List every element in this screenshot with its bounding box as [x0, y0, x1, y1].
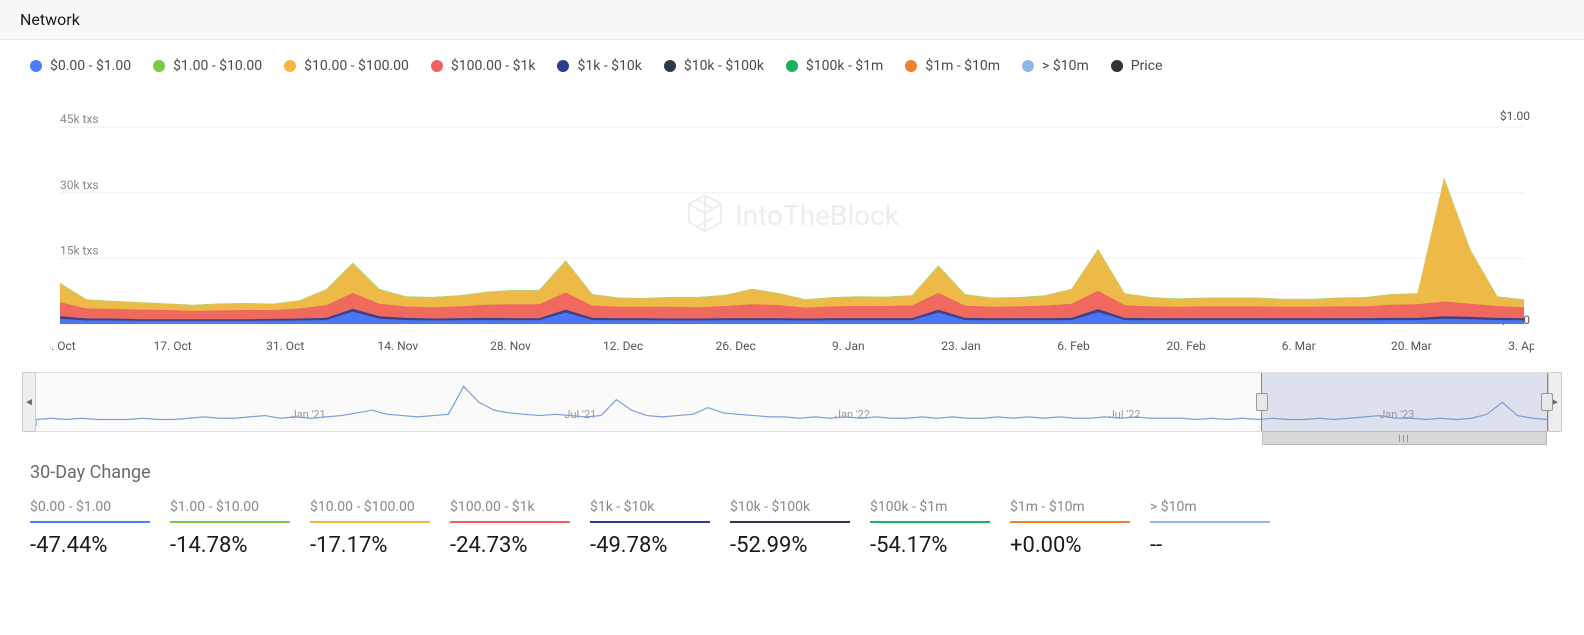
- navigator-handle-left[interactable]: [1256, 393, 1268, 411]
- legend-item-2[interactable]: $10.00 - $100.00: [284, 58, 409, 74]
- legend-dot: [284, 60, 296, 72]
- nav-arrow-left[interactable]: ◄: [22, 372, 36, 432]
- svg-text:3. Apr: 3. Apr: [1508, 339, 1534, 353]
- page-title: Network: [20, 10, 1564, 29]
- change-item-label: $0.00 - $1.00: [30, 499, 150, 523]
- svg-text:$1.00: $1.00: [1500, 109, 1530, 123]
- change-item-2: $10.00 - $100.00 -17.17%: [310, 499, 430, 558]
- chart-legend: $0.00 - $1.00 $1.00 - $10.00 $10.00 - $100…: [0, 40, 1584, 84]
- legend-dot: [664, 60, 676, 72]
- svg-text:9. Jan: 9. Jan: [832, 339, 865, 353]
- change-item-3: $100.00 - $1k -24.73%: [450, 499, 570, 558]
- change-item-5: $10k - $100k -52.99%: [730, 499, 850, 558]
- legend-label: $1k - $10k: [577, 58, 641, 74]
- change-item-4: $1k - $10k -49.78%: [590, 499, 710, 558]
- legend-label: $10k - $100k: [684, 58, 764, 74]
- svg-text:30k txs: 30k txs: [60, 178, 99, 192]
- svg-text:15k txs: 15k txs: [60, 243, 99, 257]
- legend-dot: [905, 60, 917, 72]
- change-item-label: $1.00 - $10.00: [170, 499, 290, 523]
- change-item-7: $1m - $10m +0.00%: [1010, 499, 1130, 558]
- legend-dot: [1111, 60, 1123, 72]
- change-title: 30-Day Change: [30, 462, 1554, 483]
- svg-text:20. Feb: 20. Feb: [1167, 339, 1207, 353]
- stacked-area-chart[interactable]: 0 txs15k txs30k txs45k txs$1.00$0.003. O…: [50, 104, 1534, 364]
- svg-text:17. Oct: 17. Oct: [154, 339, 192, 353]
- change-item-label: $100k - $1m: [870, 499, 990, 523]
- svg-text:3. Oct: 3. Oct: [50, 339, 76, 353]
- change-item-value: --: [1150, 533, 1270, 558]
- change-item-value: -17.17%: [310, 533, 430, 558]
- change-item-value: +0.00%: [1010, 533, 1130, 558]
- navigator-panel[interactable]: ◄ ► Jan '21Jul '21Jan '22Jul '22Jan '23 …: [35, 372, 1549, 432]
- legend-label: $0.00 - $1.00: [50, 58, 131, 74]
- svg-text:14. Nov: 14. Nov: [377, 339, 418, 353]
- svg-text:23. Jan: 23. Jan: [941, 339, 980, 353]
- svg-text:12. Dec: 12. Dec: [603, 339, 643, 353]
- legend-dot: [30, 60, 42, 72]
- navigator-selection[interactable]: |||: [1261, 373, 1548, 431]
- navigator-scroll-handle[interactable]: |||: [1262, 431, 1547, 445]
- legend-label: $1.00 - $10.00: [173, 58, 262, 74]
- svg-text:6. Mar: 6. Mar: [1282, 339, 1316, 353]
- main-chart: IntoTheBlock 0 txs15k txs30k txs45k txs$…: [0, 84, 1584, 364]
- change-item-0: $0.00 - $1.00 -47.44%: [30, 499, 150, 558]
- change-item-6: $100k - $1m -54.17%: [870, 499, 990, 558]
- change-item-label: $10k - $100k: [730, 499, 850, 523]
- svg-text:6. Feb: 6. Feb: [1057, 339, 1090, 353]
- legend-dot: [153, 60, 165, 72]
- change-item-value: -54.17%: [870, 533, 990, 558]
- change-item-label: $1k - $10k: [590, 499, 710, 523]
- header-bar: Network: [0, 0, 1584, 40]
- change-item-value: -47.44%: [30, 533, 150, 558]
- svg-text:45k txs: 45k txs: [60, 112, 99, 126]
- legend-label: Price: [1131, 58, 1163, 74]
- change-item-label: $100.00 - $1k: [450, 499, 570, 523]
- legend-label: $100k - $1m: [806, 58, 883, 74]
- change-section: 30-Day Change $0.00 - $1.00 -47.44% $1.00 …: [0, 432, 1584, 578]
- navigator: ◄ ► Jan '21Jul '21Jan '22Jul '22Jan '23 …: [0, 364, 1584, 432]
- legend-dot: [786, 60, 798, 72]
- change-item-value: -52.99%: [730, 533, 850, 558]
- change-grid: $0.00 - $1.00 -47.44% $1.00 - $10.00 -14.78…: [30, 499, 1554, 558]
- legend-label: > $10m: [1042, 58, 1089, 74]
- change-item-label: $1m - $10m: [1010, 499, 1130, 523]
- change-item-1: $1.00 - $10.00 -14.78%: [170, 499, 290, 558]
- change-item-value: -49.78%: [590, 533, 710, 558]
- change-item-value: -14.78%: [170, 533, 290, 558]
- legend-dot: [557, 60, 569, 72]
- legend-dot: [1022, 60, 1034, 72]
- svg-text:28. Nov: 28. Nov: [490, 339, 531, 353]
- legend-item-4[interactable]: $1k - $10k: [557, 58, 641, 74]
- legend-item-1[interactable]: $1.00 - $10.00: [153, 58, 262, 74]
- legend-label: $10.00 - $100.00: [304, 58, 409, 74]
- legend-item-5[interactable]: $10k - $100k: [664, 58, 764, 74]
- change-item-8: > $10m --: [1150, 499, 1270, 558]
- legend-item-7[interactable]: $1m - $10m: [905, 58, 1000, 74]
- legend-item-0[interactable]: $0.00 - $1.00: [30, 58, 131, 74]
- legend-item-3[interactable]: $100.00 - $1k: [431, 58, 536, 74]
- legend-item-8[interactable]: > $10m: [1022, 58, 1089, 74]
- legend-item-9[interactable]: Price: [1111, 58, 1163, 74]
- svg-text:31. Oct: 31. Oct: [266, 339, 304, 353]
- legend-item-6[interactable]: $100k - $1m: [786, 58, 883, 74]
- svg-text:20. Mar: 20. Mar: [1391, 339, 1432, 353]
- legend-label: $100.00 - $1k: [451, 58, 536, 74]
- change-item-value: -24.73%: [450, 533, 570, 558]
- legend-dot: [431, 60, 443, 72]
- change-item-label: $10.00 - $100.00: [310, 499, 430, 523]
- legend-label: $1m - $10m: [925, 58, 1000, 74]
- change-item-label: > $10m: [1150, 499, 1270, 523]
- navigator-handle-right[interactable]: [1541, 393, 1553, 411]
- svg-text:26. Dec: 26. Dec: [716, 339, 756, 353]
